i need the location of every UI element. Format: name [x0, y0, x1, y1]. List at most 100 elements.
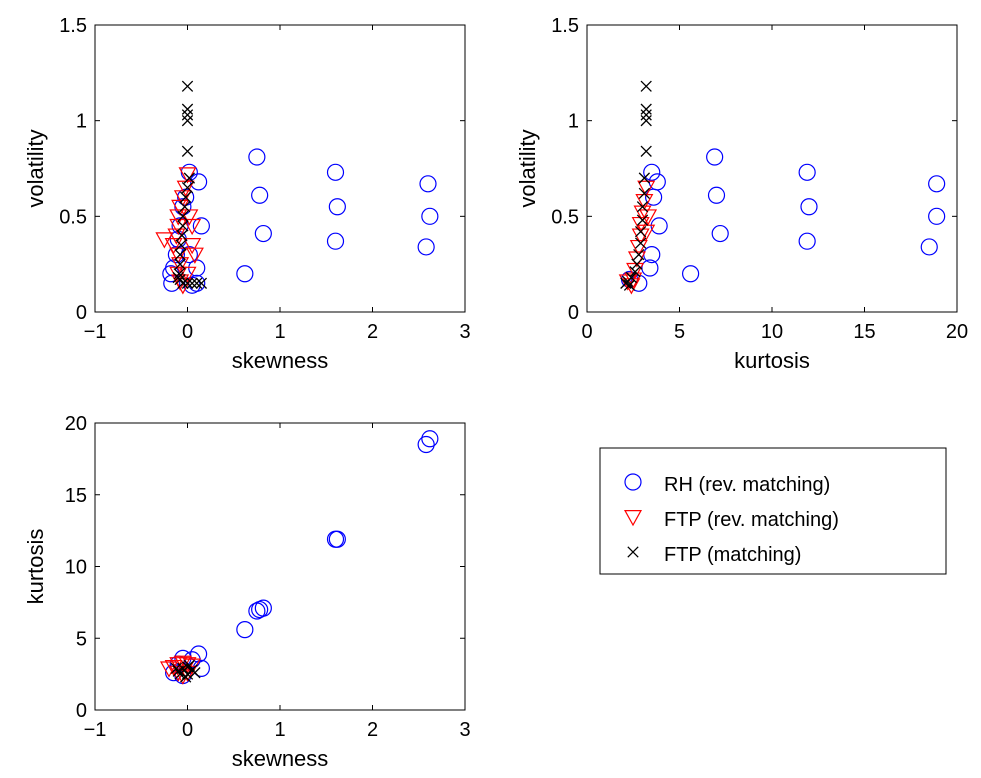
y-tick-label: 1 — [568, 111, 579, 133]
y-tick-label: 0.5 — [551, 206, 579, 228]
data-point-triangle-down — [626, 262, 645, 280]
data-point-circle — [192, 217, 210, 235]
data-point-circle — [711, 224, 729, 243]
legend-marker-triangle — [623, 510, 643, 527]
data-point-triangle-down — [178, 657, 197, 674]
x-tick-label: 2 — [367, 321, 378, 343]
data-point-circle — [251, 186, 269, 204]
data-point-x — [177, 277, 189, 289]
data-point-triangle-down — [183, 218, 202, 236]
y-tick-label: 15 — [65, 485, 87, 507]
x-tick-label: 20 — [946, 321, 968, 343]
data-point-circle — [706, 148, 724, 166]
data-point-triangle-down — [639, 209, 658, 226]
y-axis-label: kurtosis — [23, 529, 48, 605]
x-tick-label: 5 — [674, 321, 685, 343]
data-point-circle — [650, 217, 668, 235]
data-point-circle — [328, 198, 346, 216]
data-point-circle — [236, 265, 254, 283]
data-point-x — [174, 258, 186, 270]
axis-ticks: 0 5 10 15 20 0 0.5 1 1.5 — [551, 15, 968, 343]
data-point-x — [633, 248, 645, 261]
legend: RH (rev. matching) FTP (rev. matching) F… — [599, 447, 947, 575]
legend-label-rh-rev-matching: RH (rev. matching) — [664, 474, 830, 496]
data-point-triangle-down — [635, 194, 654, 211]
plot-area — [586, 24, 958, 313]
x-tick-label: −1 — [84, 321, 107, 343]
data-point-circle — [174, 198, 192, 216]
data-point-circle — [190, 173, 208, 191]
y-tick-label: 1.5 — [551, 15, 579, 37]
data-point-triangle-down — [164, 238, 183, 255]
legend-label-ftp-matching: FTP (matching) — [664, 544, 801, 566]
data-point-triangle-down — [171, 257, 190, 274]
data-point-circle — [419, 175, 437, 193]
x-tick-label: 0 — [581, 321, 592, 343]
data-point-x — [191, 277, 203, 289]
y-tick-label: 20 — [65, 413, 87, 435]
data-point-x — [181, 145, 194, 157]
data-point-triangle-down — [622, 278, 641, 295]
data-point-circle — [641, 259, 659, 277]
data-point-circle — [800, 198, 818, 216]
data-point-circle — [328, 530, 346, 548]
y-tick-label: 0 — [76, 302, 87, 324]
y-axis-label: volatility — [23, 129, 48, 207]
data-point-x — [636, 214, 649, 226]
data-point-x — [189, 667, 201, 679]
data-point-circle — [326, 232, 345, 250]
data-point-circle — [421, 207, 439, 225]
data-point-x — [181, 668, 194, 680]
legend-box — [599, 447, 947, 575]
data-point-circle — [421, 430, 439, 448]
x-tick-label: 1 — [274, 321, 285, 343]
data-point-circle — [248, 148, 266, 166]
y-tick-label: 0 — [76, 700, 87, 722]
data-point-x — [640, 80, 652, 92]
data-point-triangle-down — [183, 238, 202, 255]
data-point-x — [181, 115, 194, 127]
plot-area — [94, 422, 466, 711]
data-point-x — [179, 201, 191, 213]
data-point-triangle-down — [155, 232, 174, 249]
x-tick-label: 3 — [459, 719, 470, 741]
data-marks — [155, 80, 439, 295]
data-point-x — [640, 103, 652, 115]
y-tick-label: 0.5 — [59, 206, 87, 228]
data-point-triangle-down — [178, 266, 197, 283]
data-point-triangle-down — [169, 657, 188, 674]
panel-volatility-vs-skewness: −1 0 1 2 300.511.5 skewness volatility — [23, 15, 471, 373]
data-point-x — [181, 103, 194, 115]
data-point-x — [186, 277, 198, 289]
data-point-circle — [167, 246, 185, 264]
x-tick-label: 3 — [459, 321, 470, 343]
data-point-triangle-down — [637, 180, 656, 197]
data-point-x — [620, 277, 632, 289]
data-point-x — [640, 115, 652, 127]
data-point-x — [634, 237, 647, 249]
y-tick-label: 1.5 — [59, 15, 87, 37]
data-point-circle — [643, 163, 661, 181]
data-point-circle — [326, 163, 345, 181]
data-marks — [618, 80, 946, 295]
data-point-triangle-down — [159, 661, 179, 678]
data-point-x — [638, 187, 651, 200]
data-point-circle — [798, 232, 816, 250]
data-point-x — [177, 220, 189, 232]
data-point-circle — [644, 188, 663, 206]
x-tick-label: −1 — [84, 719, 107, 741]
data-point-x — [640, 145, 652, 157]
panel-volatility-vs-kurtosis: 0 5 10 15 20 0 0.5 1 1.5 kurtosis volatility — [515, 15, 968, 373]
data-point-circle — [254, 599, 272, 617]
data-point-circle — [681, 265, 700, 283]
data-point-circle — [798, 163, 816, 181]
axis-ticks: −1 0 1 2 300.511.5 — [59, 15, 470, 343]
data-point-circle — [707, 186, 726, 204]
data-point-x — [176, 229, 188, 242]
legend-label-ftp-rev-matching: FTP (rev. matching) — [664, 509, 839, 531]
data-point-x — [634, 225, 647, 238]
data-point-circle — [236, 621, 254, 639]
data-point-x — [181, 277, 194, 289]
